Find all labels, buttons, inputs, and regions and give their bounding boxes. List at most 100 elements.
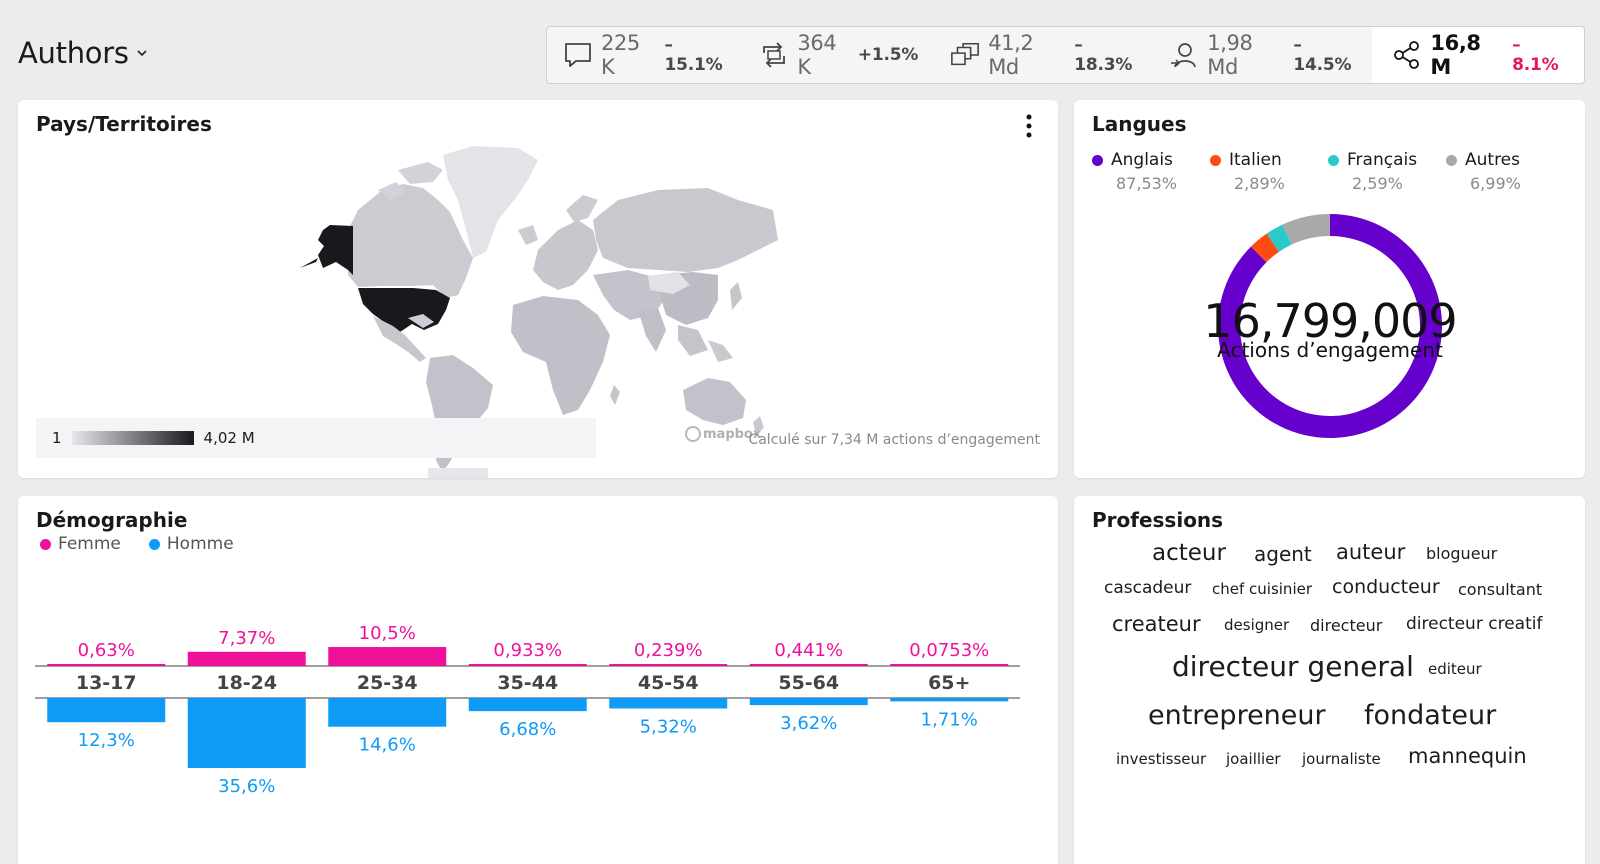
legend-item[interactable]: Italien 2,89%	[1210, 150, 1328, 193]
profession-word[interactable]: acteur	[1152, 540, 1226, 566]
profession-word[interactable]: mannequin	[1408, 744, 1527, 768]
profession-word[interactable]: investisseur	[1116, 750, 1207, 768]
donut-slice-italien[interactable]	[1250, 233, 1280, 263]
profession-word[interactable]: blogueur	[1426, 544, 1498, 563]
kpi-value: 225 K	[601, 31, 640, 79]
label-homme-45-54: 5,32%	[640, 716, 697, 737]
legend-item[interactable]: Autres 6,99%	[1446, 150, 1564, 193]
category-label-55-64: 55-64	[778, 672, 839, 694]
legend-dot	[1328, 154, 1339, 166]
bar-homme-25-34[interactable]	[328, 698, 447, 727]
label-femme-13-17: 0,63%	[78, 640, 135, 661]
profession-word[interactable]: createur	[1112, 612, 1201, 636]
bar-femme-13-17[interactable]	[47, 664, 166, 666]
kpi-engagement[interactable]: 16,8 M –8.1%	[1372, 27, 1584, 83]
category-label-35-44: 35-44	[497, 672, 558, 694]
bar-homme-65+[interactable]	[890, 698, 1009, 702]
label-femme-18-24: 7,37%	[218, 628, 275, 649]
bar-femme-18-24[interactable]	[187, 651, 306, 666]
bar-femme-65+[interactable]	[890, 664, 1009, 666]
kpi-value: 364 K	[797, 31, 837, 79]
bar-homme-45-54[interactable]	[609, 698, 728, 709]
profession-word[interactable]: designer	[1224, 616, 1290, 634]
bar-homme-13-17[interactable]	[47, 698, 166, 723]
bar-femme-45-54[interactable]	[609, 664, 728, 666]
page-title: Authors	[18, 36, 129, 70]
australia	[683, 378, 746, 425]
bar-homme-55-64[interactable]	[749, 698, 868, 706]
category-label-13-17: 13-17	[76, 672, 137, 694]
reach-icon	[1169, 40, 1199, 70]
legend-dot	[40, 538, 51, 550]
canada	[348, 184, 473, 298]
kpi-value: 16,8 M	[1430, 31, 1481, 79]
label-femme-35-44: 0,933%	[493, 640, 562, 661]
category-label-65+: 65+	[928, 672, 970, 694]
label-homme-65+: 1,71%	[921, 709, 978, 730]
legend-item-femme[interactable]: Femme	[40, 534, 121, 554]
bar-femme-55-64[interactable]	[749, 664, 868, 666]
world-map[interactable]	[18, 100, 1058, 478]
mongolia	[648, 272, 690, 294]
profession-word[interactable]: fondateur	[1364, 700, 1497, 731]
kpi-bar: 225 K –15.1% 364 K +1.5% 41,2 Md –18.3% …	[546, 26, 1585, 84]
donut-center: 16,799,009 Actions d’engagement	[1190, 296, 1470, 360]
languages-card: Langues Anglais 87,53% Italien 2,89% Fra…	[1074, 100, 1585, 478]
legend-item[interactable]: Anglais 87,53%	[1092, 150, 1210, 193]
profession-word[interactable]: auteur	[1336, 540, 1406, 564]
kpi-impressions[interactable]: 41,2 Md –18.3%	[934, 27, 1153, 83]
profession-word[interactable]: entrepreneur	[1148, 700, 1326, 731]
europe	[533, 220, 598, 290]
engagement-total: 16,799,009	[1203, 294, 1457, 348]
mapbox-logo[interactable]: mapbox	[685, 426, 761, 442]
legend-item-homme[interactable]: Homme	[148, 534, 234, 554]
more-options-icon[interactable]	[1024, 112, 1034, 140]
kpi-change: –15.1%	[664, 35, 723, 75]
legend-min: 1	[52, 429, 62, 447]
kpi-reposts[interactable]: 364 K +1.5%	[743, 27, 934, 83]
label-femme-65+: 0,0753%	[909, 640, 989, 661]
profession-word[interactable]: journaliste	[1302, 750, 1381, 768]
bar-homme-35-44[interactable]	[468, 698, 587, 712]
languages-donut-chart[interactable]	[1074, 100, 1585, 478]
donut-slice-autres[interactable]	[1282, 214, 1330, 245]
languages-legend: Anglais 87,53% Italien 2,89% Français 2,…	[1092, 150, 1572, 193]
bar-femme-25-34[interactable]	[328, 647, 447, 666]
profession-word[interactable]: cascadeur	[1104, 578, 1192, 598]
demographics-chart[interactable]: 0,63% 13-17 12,3% 7,37% 18-24 35,6% 10,5% 25-34…	[18, 496, 1058, 864]
share-icon	[1392, 40, 1422, 70]
profession-word[interactable]: joaillier	[1226, 750, 1281, 768]
card-title: Pays/Territoires	[36, 112, 212, 136]
russia	[593, 188, 778, 272]
page-title-dropdown[interactable]: Authors	[18, 36, 149, 70]
professions-card: Professions acteur agent auteur blogueur cas…	[1074, 496, 1585, 864]
profession-word[interactable]: directeur creatif	[1406, 614, 1543, 634]
bar-femme-35-44[interactable]	[468, 664, 587, 666]
professions-word-cloud: acteur agent auteur blogueur cascadeur chef c…	[1074, 496, 1585, 864]
kpi-change: –8.1%	[1512, 35, 1559, 75]
demographics-legend: Femme Homme	[40, 534, 234, 554]
profession-word[interactable]: agent	[1254, 542, 1312, 566]
legend-item[interactable]: Français 2,59%	[1328, 150, 1446, 193]
impressions-icon	[950, 40, 980, 70]
profession-word[interactable]: directeur general	[1172, 650, 1414, 683]
profession-word[interactable]: conducteur	[1332, 576, 1440, 598]
demographics-card: Démographie Femme Homme 0,63% 13-17 12,3% 7…	[18, 496, 1058, 864]
bar-homme-18-24[interactable]	[187, 698, 306, 768]
label-homme-18-24: 35,6%	[218, 776, 275, 797]
label-femme-25-34: 10,5%	[359, 623, 416, 644]
profession-word[interactable]: editeur	[1428, 660, 1482, 678]
card-title: Langues	[1092, 112, 1187, 136]
profession-word[interactable]: chef cuisinier	[1212, 580, 1313, 598]
category-label-25-34: 25-34	[357, 672, 418, 694]
donut-slice-français[interactable]	[1266, 224, 1292, 252]
kpi-comments[interactable]: 225 K –15.1%	[547, 27, 743, 83]
profession-word[interactable]: directeur	[1310, 616, 1383, 635]
engagement-label: Actions d’engagement	[1217, 338, 1443, 362]
category-label-18-24: 18-24	[216, 672, 277, 694]
label-homme-35-44: 6,68%	[499, 719, 556, 740]
profession-word[interactable]: consultant	[1458, 580, 1543, 599]
kpi-reach[interactable]: 1,98 Md –14.5%	[1153, 27, 1372, 83]
kpi-value: 41,2 Md	[988, 31, 1034, 79]
alaska	[318, 225, 353, 275]
